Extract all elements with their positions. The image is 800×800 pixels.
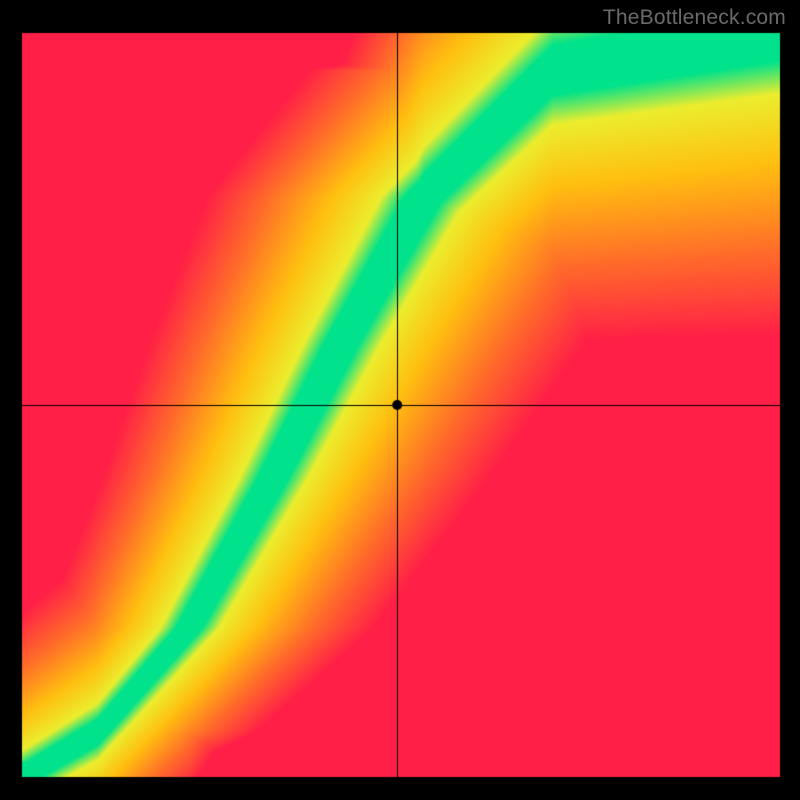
heatmap-canvas [0,0,800,800]
watermark-text: TheBottleneck.com [603,6,786,30]
chart-container: TheBottleneck.com [0,0,800,800]
